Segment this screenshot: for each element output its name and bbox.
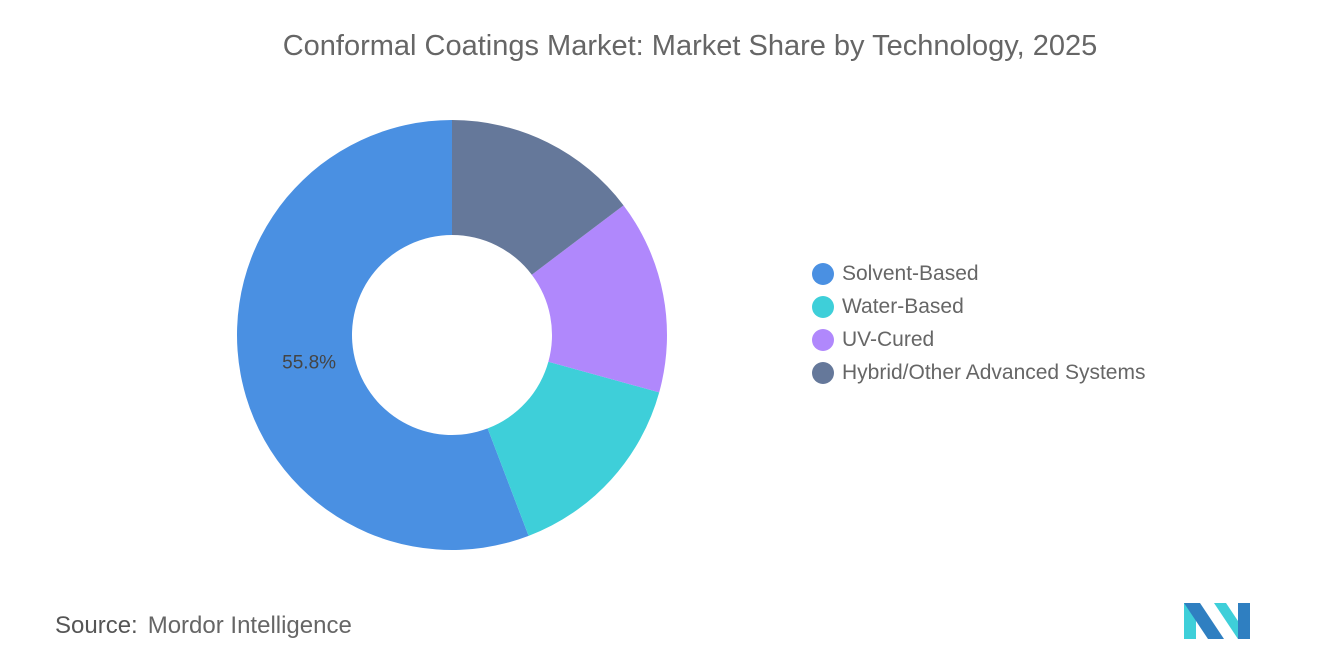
- data-label: 55.8%: [282, 353, 336, 374]
- legend-label: UV-Cured: [842, 327, 935, 351]
- legend-swatch: [812, 328, 834, 351]
- legend-item: UV-Cured: [812, 323, 1145, 356]
- legend-label: Hybrid/Other Advanced Systems: [842, 360, 1146, 384]
- legend-label: Solvent-Based: [842, 261, 979, 285]
- legend-swatch: [812, 361, 834, 384]
- source-value: Mordor Intelligence: [147, 612, 352, 639]
- legend-item: Hybrid/Other Advanced Systems: [812, 356, 1145, 389]
- legend-item: Water-Based: [812, 290, 1145, 323]
- slice-hybrid-other-advanced-systems: [452, 120, 624, 275]
- slice-water-based: [487, 361, 660, 536]
- legend-swatch: [812, 262, 834, 285]
- mordor-logo: [1184, 603, 1250, 639]
- source-label: Source:: [55, 612, 138, 639]
- slice-uv-cured: [531, 205, 667, 393]
- legend-swatch: [812, 295, 834, 318]
- source-note: Source: Mordor Intelligence: [55, 612, 352, 640]
- slice-solvent-based: [237, 120, 529, 550]
- legend: Solvent-Based Water-Based UV-Cured Hybrid/O…: [812, 257, 1145, 389]
- legend-label: Water-Based: [842, 294, 964, 318]
- legend-item: Solvent-Based: [812, 257, 1145, 290]
- chart-title: Conformal Coatings Market: Market Share …: [282, 30, 1098, 62]
